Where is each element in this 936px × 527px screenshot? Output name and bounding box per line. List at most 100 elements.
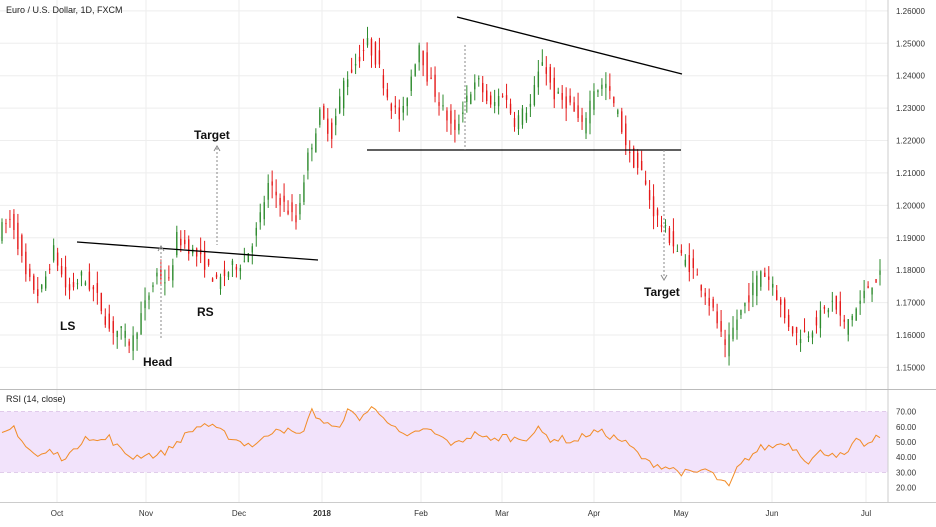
candle-body [879, 270, 881, 275]
candle-body [386, 89, 389, 98]
candle-body [621, 111, 623, 133]
candle-body [88, 271, 91, 290]
candle-body [815, 317, 818, 326]
price-tick-label: 1.16000 [896, 331, 925, 340]
candle-body [811, 332, 814, 338]
candle-body [13, 214, 15, 230]
candle-body [561, 93, 563, 100]
candle-body [5, 223, 7, 225]
candle-body [100, 292, 103, 312]
candle-body [791, 326, 794, 334]
candle-body [136, 333, 138, 339]
price-tick-label: 1.22000 [896, 137, 925, 146]
candle-body [219, 276, 222, 289]
candle-body [597, 90, 599, 93]
candle-body [140, 313, 142, 335]
arrow-head-left [213, 145, 221, 152]
candle-body [394, 105, 397, 108]
candle-body [382, 75, 385, 89]
candle-body [720, 321, 722, 332]
annotation-ls: LS [60, 319, 75, 333]
time-tick-label: Jul [861, 509, 871, 518]
candle-body [517, 115, 520, 130]
rsi-tick-label: 30.00 [896, 468, 917, 477]
candle-body [859, 300, 861, 304]
candle-body [331, 122, 333, 139]
candle-body [871, 287, 873, 295]
candle-body [776, 290, 778, 300]
candle-body [402, 106, 404, 113]
candle-body [692, 258, 694, 268]
chart-title: Euro / U.S. Dollar, 1D, FXCM [6, 5, 123, 15]
candle-body [180, 238, 182, 246]
candle-body [505, 95, 508, 100]
candle-body [601, 84, 603, 89]
candle-body [283, 195, 285, 202]
candle-body [497, 95, 500, 107]
candle-body [744, 302, 746, 307]
candle-body [84, 282, 87, 285]
candle-body [48, 268, 51, 270]
candle-body [521, 108, 524, 125]
candle-body [732, 327, 734, 340]
candle-body [708, 297, 710, 306]
candle-body [406, 98, 408, 107]
candle-body [21, 235, 23, 256]
candle-body [410, 76, 412, 91]
candle-body [80, 271, 83, 276]
candle-body [656, 209, 659, 216]
candle-body [493, 102, 496, 106]
candle-body [851, 315, 853, 321]
candle-body [295, 215, 297, 223]
price-tick-label: 1.23000 [896, 104, 925, 113]
candle-body [307, 152, 309, 171]
candle-body [438, 102, 440, 106]
candle-body [740, 309, 742, 316]
rsi-label: RSI (14, close) [6, 394, 66, 404]
candle-body [184, 239, 186, 245]
candle-body [45, 276, 47, 289]
candle-body [728, 334, 730, 357]
candle-body [25, 251, 27, 275]
rsi-tick-label: 70.00 [896, 408, 917, 417]
candle-body [1, 222, 3, 241]
candle-body [275, 191, 277, 196]
candle-body [565, 96, 567, 109]
candle-body [704, 292, 706, 297]
candle-body [450, 110, 452, 124]
candle-body [263, 202, 265, 220]
candle-body [545, 67, 547, 74]
candle-body [346, 79, 349, 88]
candle-body [323, 105, 325, 119]
candle-body [458, 123, 460, 131]
candle-body [215, 274, 218, 278]
candle-body [112, 321, 114, 334]
candle-body [617, 110, 619, 115]
candle-body [29, 268, 31, 277]
price-tick-label: 1.26000 [896, 7, 925, 16]
price-tick-label: 1.25000 [896, 39, 925, 48]
candle-body [875, 279, 877, 283]
candle-body [370, 39, 373, 56]
candle-body [783, 299, 786, 319]
candle-body [831, 300, 834, 302]
candle-body [124, 330, 126, 338]
candle-body [501, 95, 504, 97]
candle-body [676, 251, 679, 253]
candle-body [752, 282, 754, 296]
candle-body [787, 314, 790, 328]
candle-body [779, 299, 782, 305]
candle-body [712, 299, 714, 308]
time-tick-label: Nov [139, 509, 153, 518]
candle-body [632, 147, 635, 168]
candle-body [239, 268, 242, 272]
rsi-band [0, 411, 888, 473]
candle-body [350, 69, 353, 73]
candle-body [486, 90, 488, 101]
rsi-axis: 70.00 60.00 50.00 40.00 30.00 20.00 [896, 408, 917, 493]
candle-body [128, 341, 130, 346]
rsi-line [1, 406, 881, 487]
candle-body [418, 45, 420, 63]
candle-body [227, 272, 230, 278]
